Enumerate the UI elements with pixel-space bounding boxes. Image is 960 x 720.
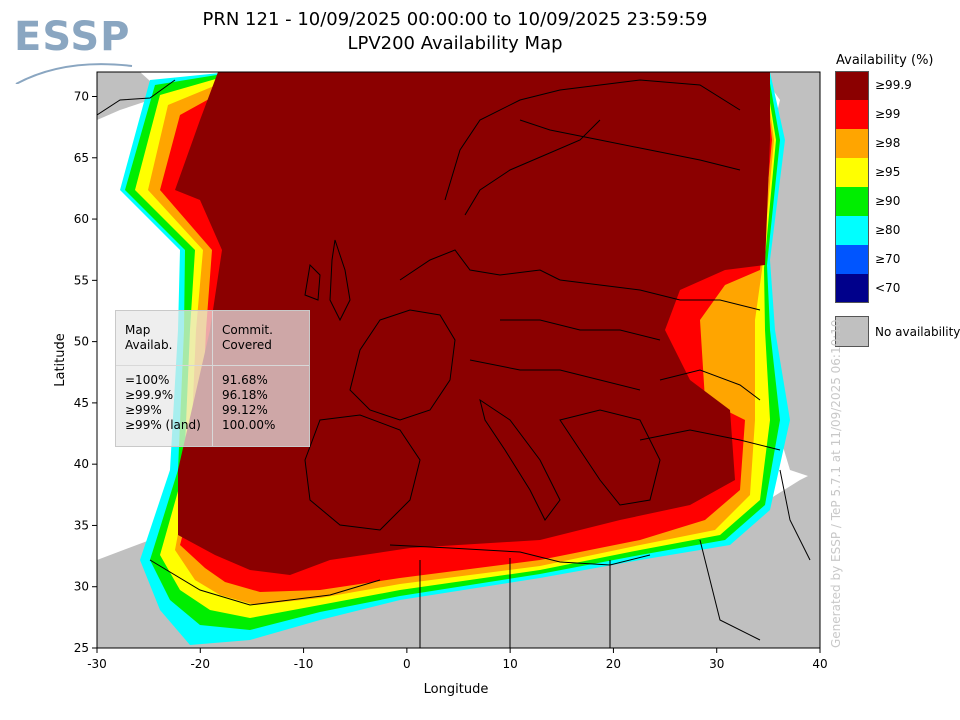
legend-swatch (835, 129, 869, 158)
stats-row-map: ≥99% (125, 403, 162, 417)
y-tick-label: 65 (74, 151, 89, 165)
y-tick-label: 55 (74, 273, 89, 287)
y-tick-label: 70 (74, 90, 89, 104)
stats-col2-header: Commit. Covered (222, 323, 273, 353)
x-tick-label: 10 (503, 657, 518, 671)
band-999 (175, 72, 770, 575)
legend-title: Availability (%) (836, 53, 934, 68)
y-tick-label: 40 (74, 457, 89, 471)
generated-watermark: Generated by ESSP / TeP 5.7.1 at 11/09/2… (829, 319, 843, 648)
stats-map-values: =100% ≥99.9% ≥99% ≥99% (land) (125, 373, 201, 433)
legend-label: ≥98 (875, 136, 901, 150)
stats-col2-header-line2: Covered (222, 338, 272, 352)
y-axis-label: Latitude (53, 333, 68, 387)
legend-item: <70 (835, 274, 955, 303)
title-line-1: PRN 121 - 10/09/2025 00:00:00 to 10/09/2… (202, 9, 708, 30)
legend-label: ≥70 (875, 252, 901, 266)
x-axis: -30 -20 -10 0 10 20 30 40 (87, 648, 828, 671)
legend-label: ≥95 (875, 165, 901, 179)
stats-row-map: =100% (125, 373, 170, 387)
stats-row-covered: 99.12% (222, 403, 268, 417)
y-tick-label: 60 (74, 212, 89, 226)
legend-swatch (835, 71, 869, 100)
stats-divider-vertical (212, 311, 213, 446)
x-tick-label: -10 (294, 657, 314, 671)
title-line-2: LPV200 Availability Map (347, 33, 563, 54)
essp-logo: ESSP (14, 14, 134, 84)
y-tick-label: 30 (74, 580, 89, 594)
plot-frame (96, 71, 821, 649)
legend-label-no-availability: No availability (875, 325, 960, 339)
x-tick-label: 20 (606, 657, 621, 671)
x-tick-label: 0 (403, 657, 411, 671)
legend-item: ≥99 (835, 100, 955, 129)
x-tick-label: 30 (709, 657, 724, 671)
legend-swatch (835, 158, 869, 187)
legend-swatch (835, 245, 869, 274)
stats-row-covered: 100.00% (222, 418, 276, 432)
coastlines (97, 79, 811, 648)
legend: ≥99.9 ≥99 ≥98 ≥95 ≥90 ≥80 ≥70 <70 (835, 71, 955, 303)
legend-item: ≥70 (835, 245, 955, 274)
legend-label: <70 (875, 281, 901, 295)
stats-row-map: ≥99.9% (125, 388, 174, 402)
x-tick-label: -30 (87, 657, 107, 671)
y-tick-label: 25 (74, 641, 89, 655)
legend-swatch (835, 187, 869, 216)
legend-label: ≥90 (875, 194, 901, 208)
y-tick-label: 50 (74, 335, 89, 349)
y-tick-label: 35 (74, 518, 89, 532)
availability-stats-box: Map Availab. Commit. Covered =100% ≥99.9… (115, 310, 310, 447)
legend-item: ≥90 (835, 187, 955, 216)
logo-swoosh-icon (15, 63, 133, 84)
legend-swatch (835, 100, 869, 129)
legend-label: ≥99 (875, 107, 901, 121)
legend-item: ≥80 (835, 216, 955, 245)
legend-item: ≥98 (835, 129, 955, 158)
stats-covered-values: 91.68% 96.18% 99.12% 100.00% (222, 373, 275, 433)
stats-col1-header: Map Availab. (125, 323, 172, 353)
legend-swatch-no-availability (835, 316, 869, 347)
x-tick-label: -20 (190, 657, 210, 671)
y-axis: 25 30 35 40 45 50 55 60 65 70 (74, 90, 97, 655)
legend-swatch (835, 274, 869, 303)
stats-col1-header-line2: Availab. (125, 338, 173, 352)
stats-col1-header-line1: Map (125, 323, 151, 337)
stats-col2-header-line1: Commit. (222, 323, 273, 337)
x-axis-label: Longitude (424, 682, 489, 697)
y-tick-label: 45 (74, 396, 89, 410)
legend-item: ≥95 (835, 158, 955, 187)
legend-label: ≥99.9 (875, 78, 912, 92)
legend-label: ≥80 (875, 223, 901, 237)
greenland-land (97, 72, 160, 120)
stats-row-covered: 96.18% (222, 388, 268, 402)
page-title: PRN 121 - 10/09/2025 00:00:00 to 10/09/2… (130, 8, 780, 56)
x-tick-label: 40 (812, 657, 827, 671)
stats-row-covered: 91.68% (222, 373, 268, 387)
stats-row-map: ≥99% (land) (125, 418, 201, 432)
stats-divider-horizontal (116, 365, 309, 366)
legend-swatch (835, 216, 869, 245)
logo-text: ESSP (14, 14, 131, 60)
legend-no-availability: No availability (835, 316, 960, 348)
legend-item: ≥99.9 (835, 71, 955, 100)
